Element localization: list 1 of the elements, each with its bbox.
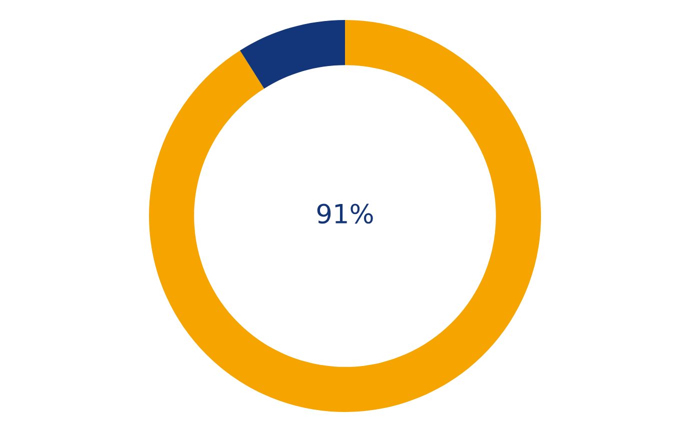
text: 91% xyxy=(317,204,373,224)
